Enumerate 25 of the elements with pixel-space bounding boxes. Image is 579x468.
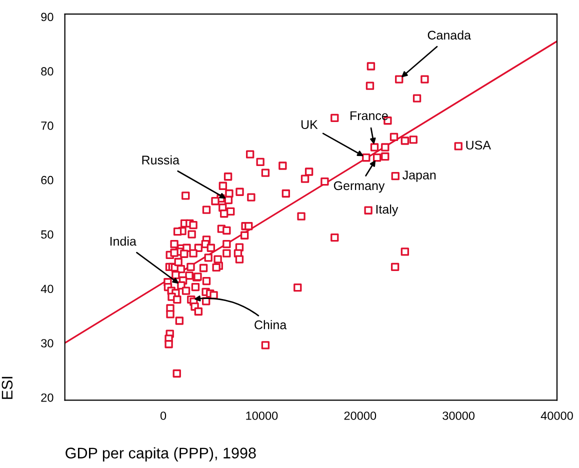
annotation: USA	[466, 140, 491, 150]
y-tick-label: 20	[41, 393, 54, 402]
annotation: France	[350, 111, 388, 120]
x-tick-label: 20000	[344, 412, 376, 420]
annotation: Italy	[376, 204, 398, 216]
y-tick-label: 30	[41, 339, 54, 348]
annotation: Russia	[142, 155, 180, 164]
y-tick-label: 40	[40, 284, 54, 294]
x-tick-label: 10000	[246, 412, 278, 420]
x-tick-label: 30000	[442, 412, 475, 420]
y-tick-label: 50	[41, 230, 54, 239]
y-axis-title: ESI	[2, 376, 13, 399]
x-axis-title: GDP per capita (PPP), 1998	[66, 447, 256, 462]
annotation: Germany	[334, 181, 385, 193]
y-tick-label: 80	[41, 67, 54, 76]
annotation: China	[254, 320, 287, 330]
y-tick-label: 60	[41, 176, 54, 184]
x-tick-label: 0	[160, 412, 166, 420]
y-tick-label: 70	[41, 122, 54, 130]
annotation: India	[110, 236, 136, 246]
y-tick-label: 90	[41, 12, 54, 22]
annotation: Canada	[428, 30, 472, 40]
annotation: UK	[301, 120, 318, 130]
annotation: Japan	[402, 170, 436, 182]
x-tick-label: 40000	[540, 412, 573, 420]
